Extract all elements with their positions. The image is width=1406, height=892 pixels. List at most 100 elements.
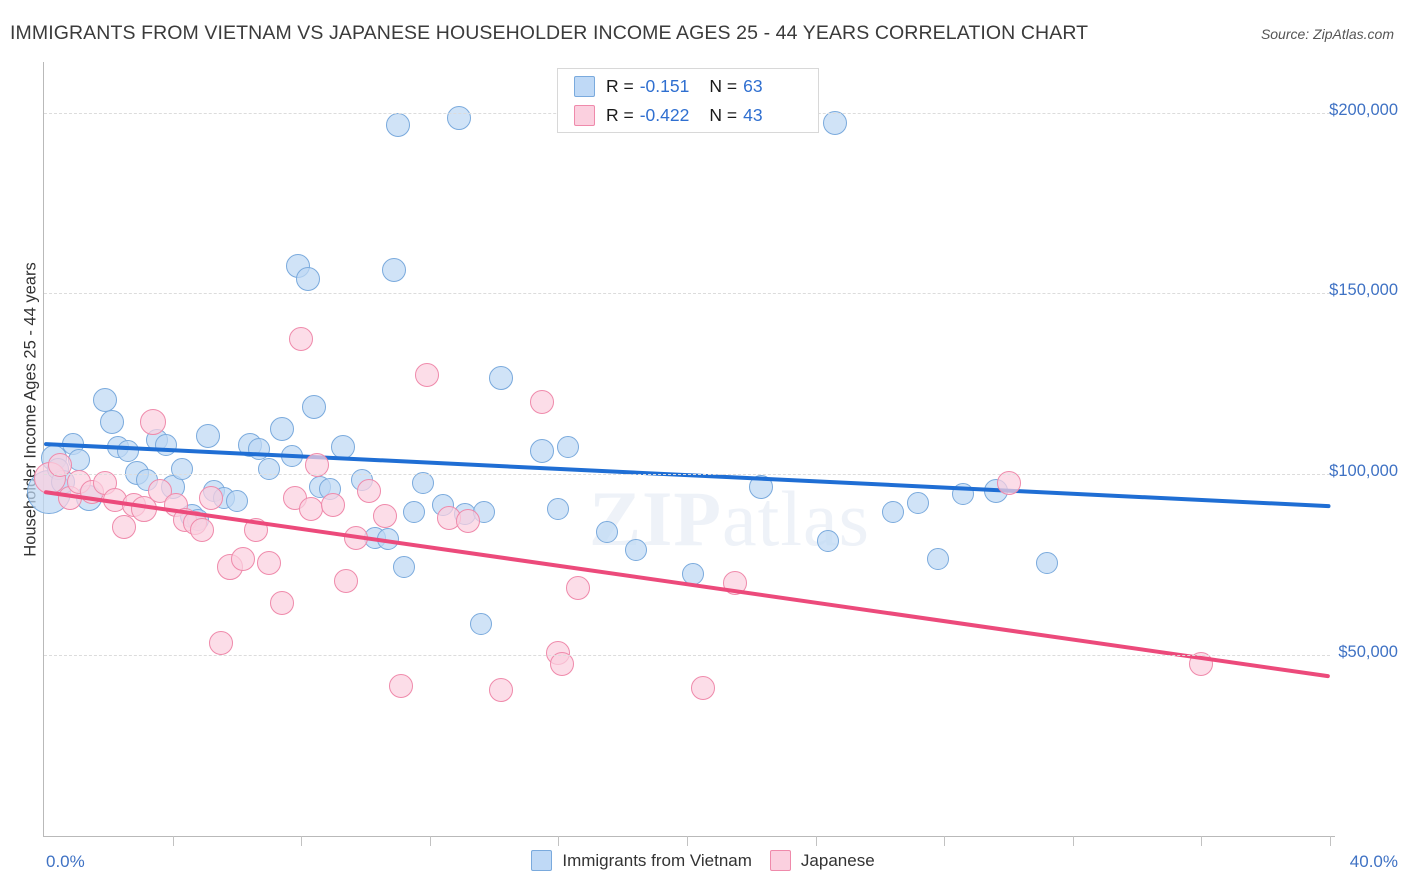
scatter-point[interactable] [269,417,294,442]
x-axis-line [43,836,1335,837]
scatter-point[interactable] [446,106,471,131]
scatter-point[interactable] [258,457,281,480]
scatter-point[interactable] [295,267,320,291]
scatter-point[interactable] [189,518,214,543]
trendline [43,490,1331,679]
scatter-point[interactable] [488,677,513,702]
japanese-r-value: -0.422 [639,104,690,125]
scatter-point[interactable] [334,569,359,593]
scatter-point[interactable] [269,590,294,615]
legend-item-vietnam[interactable]: Immigrants from Vietnam [531,850,752,871]
scatter-point[interactable] [996,471,1021,496]
vietnam-r-label: R = [606,75,634,96]
scatter-point[interactable] [547,497,570,520]
watermark-atlas: atlas [722,475,870,562]
scatter-point[interactable] [557,436,580,459]
x-axis-tick [172,836,174,846]
scatter-point[interactable] [171,457,194,480]
scatter-point[interactable] [140,408,167,435]
scatter-point[interactable] [414,362,439,387]
scatter-point[interactable] [321,493,346,518]
series-legend: Immigrants from Vietnam Japanese [0,850,1406,871]
vietnam-legend-label: Immigrants from Vietnam [562,850,752,870]
scatter-point[interactable] [822,111,847,136]
scatter-point[interactable] [116,439,139,462]
source-label: Source: ZipAtlas.com [1260,26,1394,42]
scatter-point[interactable] [691,675,716,700]
x-axis-tick [1072,836,1074,846]
gridline [44,655,1330,657]
vietnam-r-value: -0.151 [639,75,690,96]
scatter-point[interactable] [385,113,410,138]
scatter-point[interactable] [881,501,904,524]
vietnam-swatch-icon [574,75,595,97]
scatter-point[interactable] [926,548,949,571]
scatter-point[interactable] [356,478,381,503]
stat-row-japanese: R = -0.422 N = 43 [574,101,818,130]
scatter-point[interactable] [1036,551,1059,574]
scatter-point[interactable] [456,509,481,534]
x-axis-tick [1330,836,1331,846]
y-axis-tick-label: $150,000 [1329,281,1398,300]
y-axis-tick-label: $200,000 [1329,100,1398,119]
japanese-n-label: N = [709,104,738,125]
scatter-point[interactable] [907,492,930,515]
gridline [44,293,1330,295]
x-axis-tick [429,836,431,846]
japanese-legend-swatch-icon [769,850,791,871]
scatter-point[interactable] [393,555,416,578]
scatter-point[interactable] [530,389,555,414]
scatter-point[interactable] [412,472,435,495]
scatter-point[interactable] [402,501,425,524]
vietnam-legend-swatch-icon [531,850,553,871]
correlation-legend-box: R = -0.151 N = 63 R = -0.422 N = 43 [557,68,819,133]
scatter-point[interactable] [112,514,137,539]
scatter-point[interactable] [388,673,413,698]
scatter-point[interactable] [231,547,256,572]
x-axis-tick [687,836,688,846]
scatter-point[interactable] [298,496,323,521]
scatter-point[interactable] [595,521,618,544]
scatter-point[interactable] [208,630,233,655]
scatter-point[interactable] [93,388,118,413]
scatter-point[interactable] [817,530,840,553]
x-axis-min-label: 0.0% [46,852,85,871]
scatter-point[interactable] [549,652,574,677]
scatter-point[interactable] [289,326,314,351]
scatter-point[interactable] [565,576,590,601]
y-axis-tick-label: $100,000 [1329,462,1398,481]
x-axis-tick [558,836,560,846]
japanese-n-value: 43 [743,104,763,125]
scatter-point[interactable] [488,366,513,391]
scatter-point[interactable] [99,409,124,434]
x-axis-tick [944,836,946,846]
y-axis-title: Householder Income Ages 25 - 44 years [21,262,40,557]
scatter-point[interactable] [470,613,493,636]
japanese-swatch-icon [574,104,595,126]
japanese-r-label: R = [606,104,634,125]
scatter-point[interactable] [305,453,330,478]
x-axis-tick [1201,836,1203,846]
vietnam-n-label: N = [709,75,738,96]
plot-area: ZIPatlas [26,62,1331,836]
scatter-point[interactable] [372,503,397,528]
scatter-point[interactable] [624,539,647,562]
scatter-point[interactable] [48,453,73,478]
y-axis-tick-label: $50,000 [1338,643,1398,662]
japanese-legend-label: Japanese [800,850,875,870]
scatter-point[interactable] [257,550,282,575]
scatter-point[interactable] [199,485,224,510]
scatter-point[interactable] [530,438,555,463]
stat-row-vietnam: R = -0.151 N = 63 [574,72,818,101]
page-title: IMMIGRANTS FROM VIETNAM VS JAPANESE HOUS… [10,22,1089,44]
legend-item-japanese[interactable]: Japanese [769,850,875,871]
x-axis-max-label: 40.0% [1349,852,1398,871]
scatter-point[interactable] [155,434,178,457]
scatter-point[interactable] [225,490,248,513]
scatter-point[interactable] [382,257,407,282]
gridline [44,474,1330,476]
scatter-point[interactable] [302,395,327,420]
x-axis-tick [815,836,817,846]
scatter-point[interactable] [195,424,220,449]
